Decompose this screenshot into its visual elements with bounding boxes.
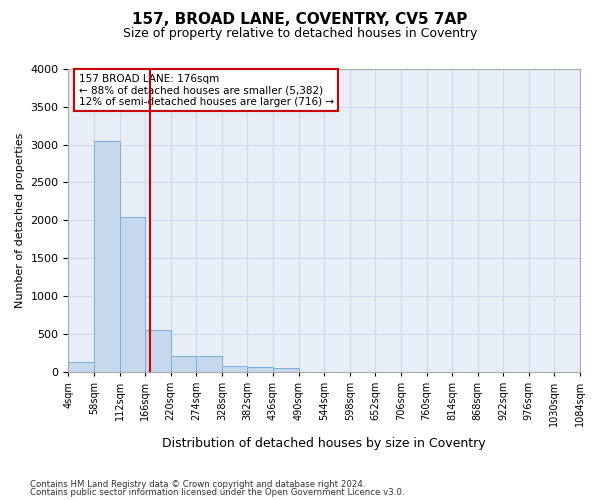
Bar	[247, 366, 273, 372]
Text: 157 BROAD LANE: 176sqm
← 88% of detached houses are smaller (5,382)
12% of semi-: 157 BROAD LANE: 176sqm ← 88% of detached…	[79, 74, 334, 106]
Bar	[222, 366, 247, 372]
Text: Contains HM Land Registry data © Crown copyright and database right 2024.: Contains HM Land Registry data © Crown c…	[30, 480, 365, 489]
Y-axis label: Number of detached properties: Number of detached properties	[15, 132, 25, 308]
Text: Contains public sector information licensed under the Open Government Licence v3: Contains public sector information licen…	[30, 488, 404, 497]
X-axis label: Distribution of detached houses by size in Coventry: Distribution of detached houses by size …	[163, 437, 486, 450]
Bar	[94, 141, 119, 372]
Bar	[273, 368, 299, 372]
Bar	[68, 362, 94, 372]
Bar	[171, 356, 196, 372]
Text: 157, BROAD LANE, COVENTRY, CV5 7AP: 157, BROAD LANE, COVENTRY, CV5 7AP	[133, 12, 467, 28]
Text: Size of property relative to detached houses in Coventry: Size of property relative to detached ho…	[123, 28, 477, 40]
Bar	[119, 216, 145, 372]
Bar	[196, 356, 222, 372]
Bar	[145, 330, 171, 372]
